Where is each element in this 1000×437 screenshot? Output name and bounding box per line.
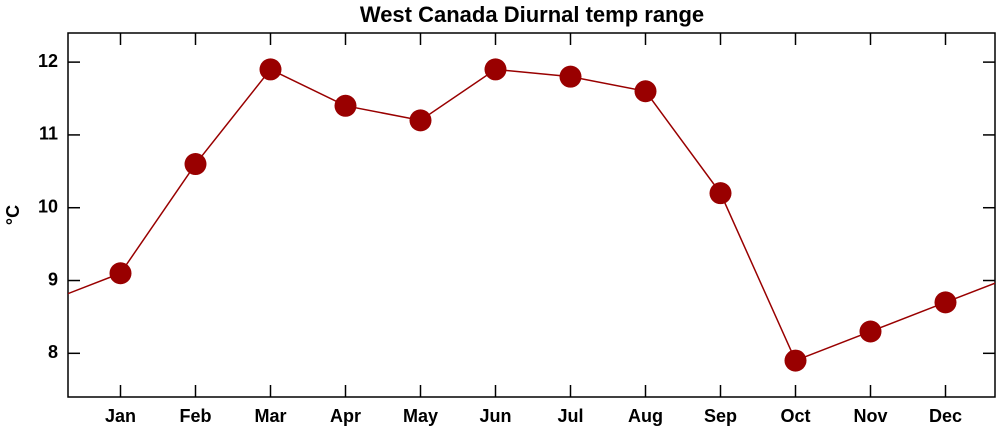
marker	[935, 291, 957, 313]
marker	[860, 320, 882, 342]
x-tick-label: Aug	[628, 406, 663, 426]
y-tick-label: 8	[48, 342, 58, 362]
x-tick-label: Feb	[179, 406, 211, 426]
marker	[185, 153, 207, 175]
x-tick-label: Jan	[105, 406, 136, 426]
x-tick-label: Sep	[704, 406, 737, 426]
y-axis-label: °C	[3, 205, 23, 225]
x-tick-label: Oct	[780, 406, 810, 426]
marker	[410, 109, 432, 131]
marker	[785, 350, 807, 372]
marker	[635, 80, 657, 102]
x-tick-label: Nov	[853, 406, 887, 426]
marker	[560, 66, 582, 88]
x-tick-label: Jun	[479, 406, 511, 426]
x-tick-label: May	[403, 406, 438, 426]
wrap-segment	[46, 273, 1000, 302]
x-tick-label: Jul	[557, 406, 583, 426]
x-tick-label: Dec	[929, 406, 962, 426]
series-line	[121, 69, 946, 360]
marker	[110, 262, 132, 284]
x-tick-label: Mar	[254, 406, 286, 426]
y-tick-label: 10	[38, 196, 58, 216]
marker	[260, 58, 282, 80]
marker	[485, 58, 507, 80]
chart-title: West Canada Diurnal temp range	[360, 2, 704, 27]
marker	[335, 95, 357, 117]
plot-frame	[68, 33, 995, 397]
marker	[710, 182, 732, 204]
y-tick-label: 11	[39, 124, 58, 144]
y-tick-label: 12	[38, 51, 58, 71]
x-tick-label: Apr	[330, 406, 361, 426]
y-tick-label: 9	[48, 269, 58, 289]
